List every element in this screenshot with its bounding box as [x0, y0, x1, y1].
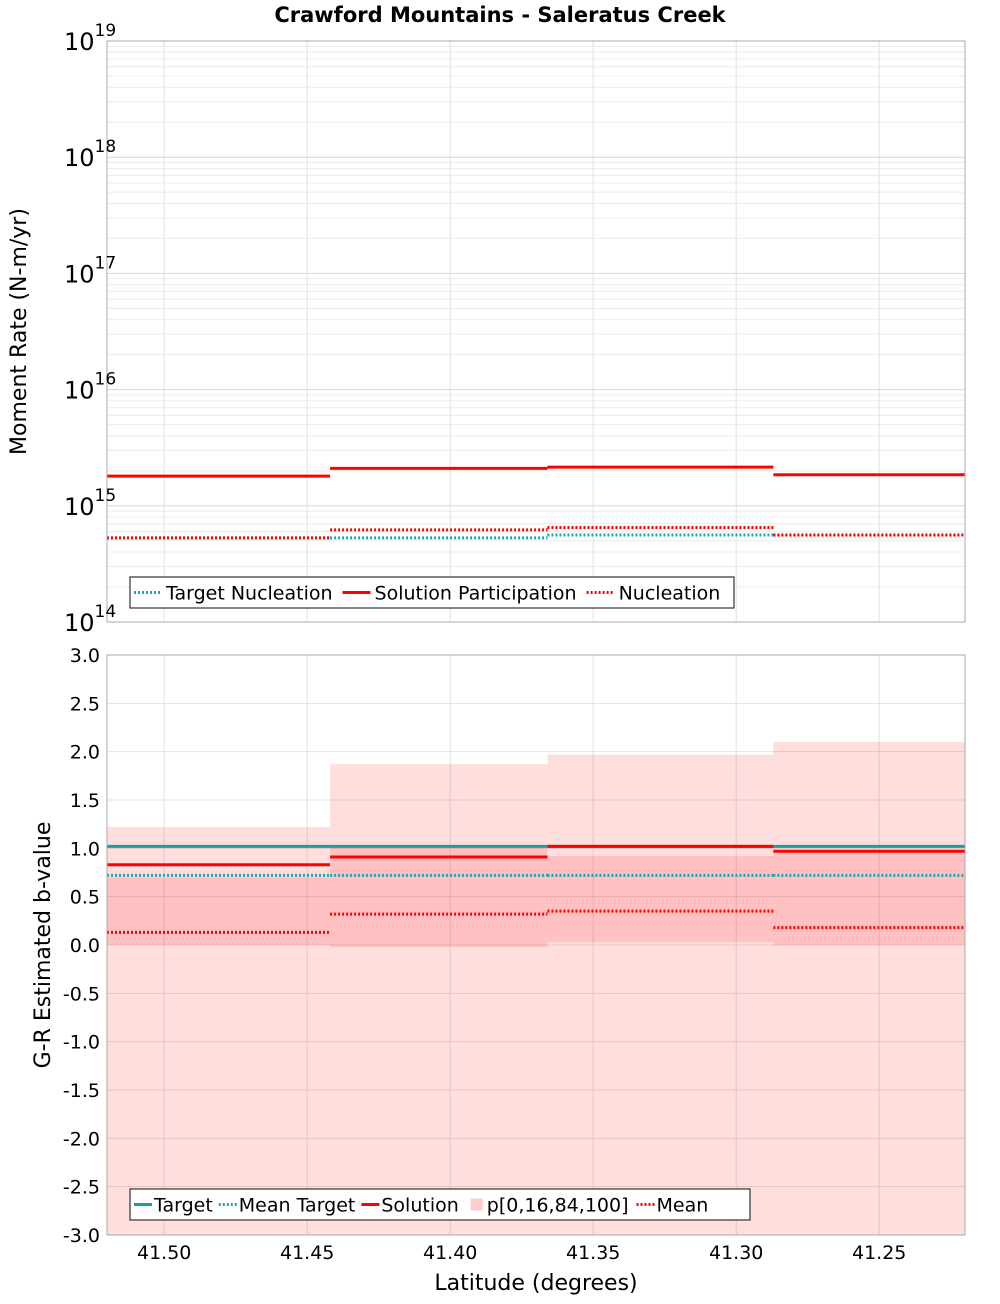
- y-tick-label: 0.0: [70, 935, 100, 957]
- legend-label: Mean: [657, 1195, 709, 1217]
- y-tick-label: 1014: [64, 602, 116, 637]
- y-tick-label: 3.0: [70, 645, 100, 667]
- y-tick-label: -1.5: [63, 1080, 100, 1102]
- y-tick-label: 1.0: [70, 838, 100, 860]
- x-tick-label: 41.35: [566, 1242, 620, 1264]
- y-tick-label: -1.0: [63, 1032, 100, 1054]
- y-tick-label: 1019: [64, 21, 116, 56]
- y-tick-label: 1015: [64, 486, 116, 521]
- x-axis-label: Latitude (degrees): [434, 1271, 637, 1296]
- y-tick-label: 1018: [64, 137, 116, 172]
- y-tick-label: 2.5: [70, 693, 100, 715]
- percentile-band-inner: [773, 853, 965, 945]
- plot-frame: [106, 40, 966, 623]
- percentile-band-inner: [107, 877, 331, 945]
- legend-box: [129, 576, 735, 609]
- legend-label: Solution: [381, 1195, 458, 1217]
- chart-title: Crawford Mountains - Saleratus Creek: [274, 3, 726, 27]
- x-tick-label: 41.45: [280, 1242, 334, 1264]
- percentile-band-outer: [330, 764, 548, 1235]
- y-tick-label: 1017: [64, 253, 116, 288]
- legend-label: Solution Participation: [375, 583, 577, 605]
- moment-rate-panel: 1014 1015 1016 1017 1018 1019 Moment Rate (N-m…: [7, 21, 966, 637]
- percentile-band-outer: [773, 742, 965, 1235]
- x-tick-label: 41.40: [423, 1242, 477, 1264]
- legend-box: [129, 1188, 751, 1221]
- legend-label: Nucleation: [619, 583, 721, 605]
- percentile-band-outer: [547, 754, 774, 1235]
- percentile-band-inner: [547, 856, 774, 943]
- b-value-panel: 3.0 2.5 2.0 1.5 1.0 0.5 0.0 -0.5 -1.0 -1.5 -2.0 -2.…: [31, 645, 966, 1296]
- y-tick-label: 1.5: [70, 790, 100, 812]
- legend-label: Mean Target: [239, 1195, 356, 1217]
- percentile-band-outer: [107, 827, 331, 1235]
- x-tick-label: 41.25: [852, 1242, 906, 1264]
- legend-label: p[0,16,84,100]: [487, 1195, 629, 1217]
- legend-label: Target Nucleation: [165, 583, 333, 605]
- y-tick-label: 2.0: [70, 742, 100, 764]
- y-axis-label: Moment Rate (N-m/yr): [7, 208, 32, 455]
- y-tick-label: 0.5: [70, 887, 100, 909]
- y-tick-label: -2.0: [63, 1128, 100, 1150]
- y-axis-label: G-R Estimated b-value: [31, 822, 56, 1069]
- y-tick-label: 1016: [64, 370, 116, 405]
- legend-swatch: [470, 1198, 483, 1211]
- x-tick-label: 41.30: [709, 1242, 763, 1264]
- plot-frame: [106, 654, 966, 1236]
- percentile-band-inner: [330, 846, 548, 947]
- y-tick-label: -3.0: [63, 1225, 100, 1247]
- plot-background: [107, 41, 965, 622]
- y-tick-label: -0.5: [63, 983, 100, 1005]
- y-tick-label: -2.5: [63, 1177, 100, 1199]
- legend-label: Target: [153, 1195, 213, 1217]
- x-tick-label: 41.50: [137, 1242, 191, 1264]
